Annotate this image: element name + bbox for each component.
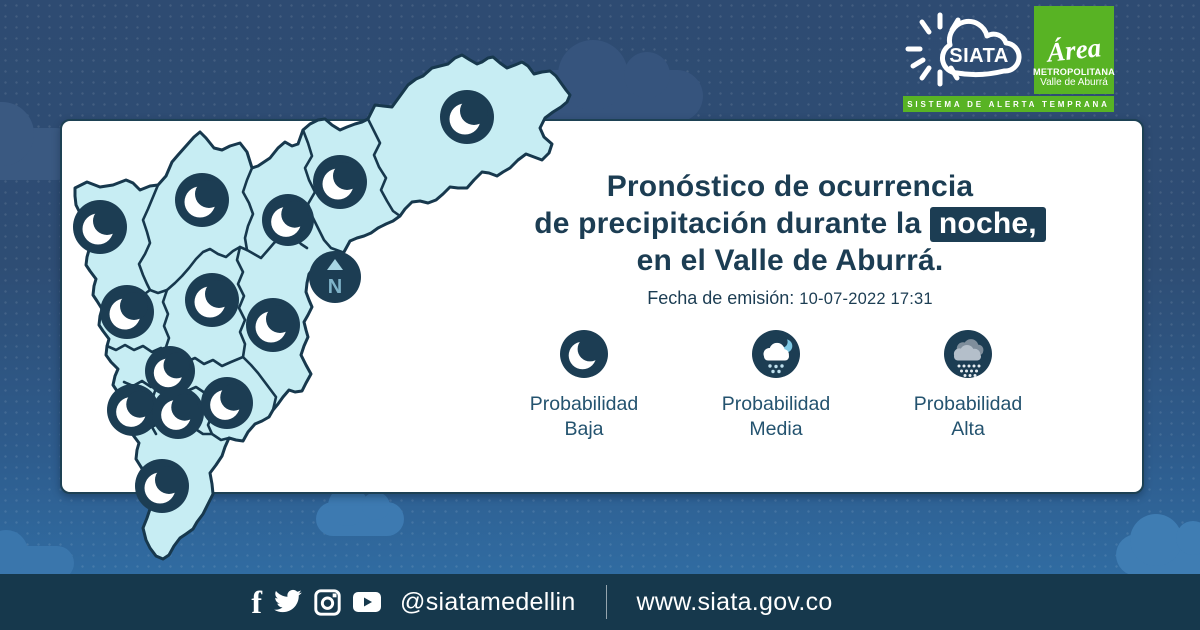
area-logo-line1: METROPOLITANA (1032, 67, 1116, 77)
background-cloud (316, 486, 404, 536)
title-line-2: de precipitación durante la noche, (460, 205, 1120, 242)
legend-item-media: Probabilidad Media (690, 330, 862, 442)
cloud-outline-icon (939, 18, 1022, 78)
legend-label: Probabilidad Alta (913, 393, 1023, 440)
legend-item-baja: Probabilidad Baja (498, 330, 670, 442)
title-line-3: en el Valle de Aburrá. (636, 244, 944, 277)
facebook-icon[interactable]: f (251, 584, 263, 620)
legend-item-alta: Probabilidad Alta (882, 330, 1054, 442)
area-metropolitana-logo: Área METROPOLITANA Valle de Aburrá (1032, 6, 1116, 94)
forecast-title: Pronóstico de ocurrencia de precipitació… (460, 168, 1120, 279)
siata-logo: SIATA (905, 12, 1022, 87)
cloud-drizzle-moon-icon (752, 330, 800, 378)
social-handle-link[interactable]: @siatamedellin (400, 587, 576, 616)
area-logo-line2: Valle de Aburrá (1040, 77, 1108, 88)
title-line-1: Pronóstico de ocurrencia (606, 170, 974, 203)
cloud-heavy-rain-icon (944, 330, 992, 378)
instagram-icon[interactable] (314, 588, 341, 616)
footer-content: f @siatamedellin www.siata.gov.co (251, 585, 832, 619)
title-line-2-text: de precipitación durante la (534, 207, 922, 240)
siata-logo-text: SIATA (949, 45, 1009, 67)
legend-label: Probabilidad Baja (529, 393, 639, 440)
emission-label: Fecha de emisión: (647, 288, 795, 308)
footer-divider (605, 585, 607, 619)
social-icons: f (251, 584, 382, 620)
legend-label: Probabilidad Media (721, 393, 831, 440)
footer-bar: f @siatamedellin www.siata.gov.co (0, 574, 1200, 630)
forecast-text-block: Pronóstico de ocurrencia de precipitació… (460, 168, 1120, 309)
siata-banner: SISTEMA DE ALERTA TEMPRANA (903, 96, 1114, 112)
youtube-icon[interactable] (352, 591, 382, 613)
website-link[interactable]: www.siata.gov.co (636, 587, 833, 616)
area-logo-script: Área (1045, 32, 1103, 68)
emission-date-row: Fecha de emisión: 10-07-2022 17:31 (460, 288, 1120, 309)
twitter-icon[interactable] (273, 589, 303, 615)
background-cloud (1116, 514, 1200, 576)
title-highlight-noche: noche, (929, 207, 1046, 242)
moon-icon (560, 330, 608, 378)
probability-legend: Probabilidad Baja Probabilidad (498, 330, 1054, 442)
emission-value: 10-07-2022 17:31 (799, 290, 933, 308)
background-cloud (528, 40, 703, 122)
